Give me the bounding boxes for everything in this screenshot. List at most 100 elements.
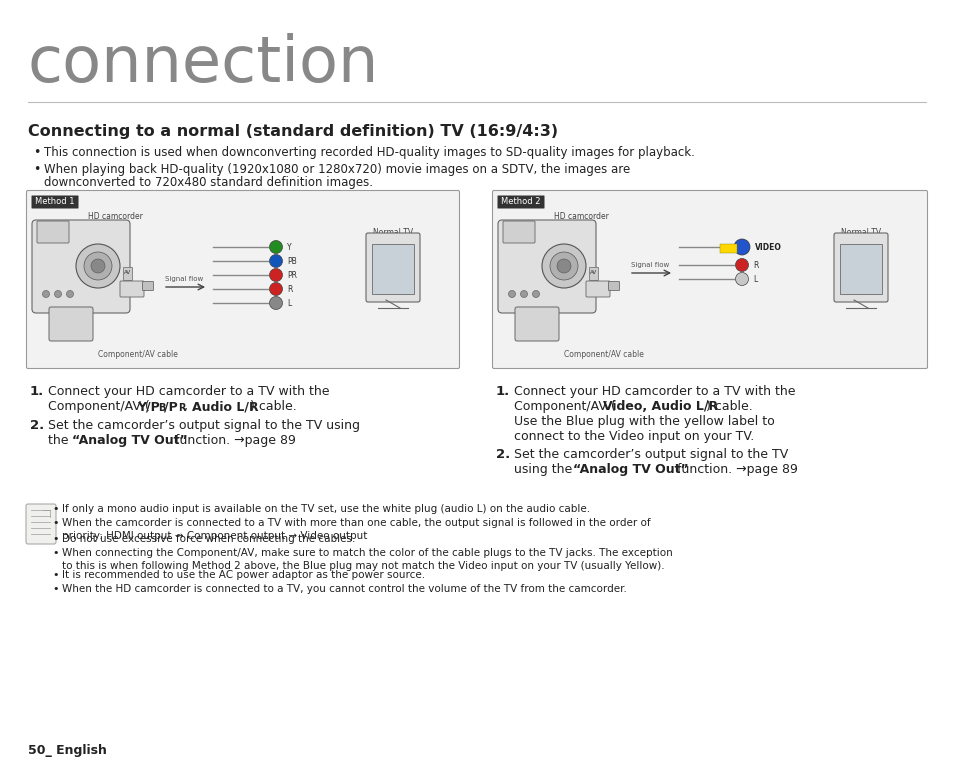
FancyBboxPatch shape xyxy=(515,307,558,341)
Text: R: R xyxy=(287,284,292,293)
FancyBboxPatch shape xyxy=(840,244,882,294)
Text: HD camcorder: HD camcorder xyxy=(554,212,608,221)
Text: priority: HDMI output → Component output → Video output: priority: HDMI output → Component output… xyxy=(62,531,367,541)
Text: Signal flow: Signal flow xyxy=(630,262,669,268)
Circle shape xyxy=(541,244,585,288)
Text: to this is when following Method 2 above, the Blue plug may not match the Video : to this is when following Method 2 above… xyxy=(62,561,664,571)
Text: /P: /P xyxy=(164,400,177,413)
Circle shape xyxy=(532,290,539,297)
Circle shape xyxy=(43,290,50,297)
Text: •: • xyxy=(52,518,58,528)
Text: It is recommended to use the AC power adaptor as the power source.: It is recommended to use the AC power ad… xyxy=(62,570,425,580)
Text: 1.: 1. xyxy=(30,385,44,398)
FancyBboxPatch shape xyxy=(37,221,69,243)
Circle shape xyxy=(557,259,571,273)
Text: •: • xyxy=(52,570,58,580)
FancyBboxPatch shape xyxy=(720,244,737,253)
FancyBboxPatch shape xyxy=(589,267,598,280)
Circle shape xyxy=(508,290,515,297)
Text: 1.: 1. xyxy=(496,385,510,398)
Text: Component/AV (: Component/AV ( xyxy=(48,400,150,413)
Text: Audio L/R: Audio L/R xyxy=(192,400,258,413)
Text: Normal TV: Normal TV xyxy=(373,228,413,237)
FancyBboxPatch shape xyxy=(366,233,419,302)
Text: downconverted to 720x480 standard definition images.: downconverted to 720x480 standard defini… xyxy=(44,176,373,189)
FancyBboxPatch shape xyxy=(372,244,414,294)
Text: PR: PR xyxy=(287,270,296,280)
Text: Connect your HD camcorder to a TV with the: Connect your HD camcorder to a TV with t… xyxy=(48,385,329,398)
Text: AV: AV xyxy=(590,270,597,276)
Text: When the camcorder is connected to a TV with more than one cable, the output sig: When the camcorder is connected to a TV … xyxy=(62,518,650,528)
Circle shape xyxy=(54,290,61,297)
Circle shape xyxy=(91,259,105,273)
Text: L: L xyxy=(752,274,757,283)
Text: Signal flow: Signal flow xyxy=(165,276,203,282)
FancyBboxPatch shape xyxy=(833,233,887,302)
Text: HD camcorder: HD camcorder xyxy=(88,212,143,221)
Circle shape xyxy=(735,258,748,271)
Text: Do not use excessive force when connecting the cables.: Do not use excessive force when connecti… xyxy=(62,534,355,544)
Text: function. →page 89: function. →page 89 xyxy=(672,463,797,476)
Text: Component/AV cable: Component/AV cable xyxy=(563,350,643,359)
Text: R: R xyxy=(178,403,185,413)
FancyBboxPatch shape xyxy=(123,267,132,280)
Text: VIDEO: VIDEO xyxy=(754,243,781,251)
FancyBboxPatch shape xyxy=(32,220,130,313)
Text: 2.: 2. xyxy=(496,448,510,461)
FancyBboxPatch shape xyxy=(608,281,618,290)
Text: “Analog TV Out”: “Analog TV Out” xyxy=(71,434,188,447)
Circle shape xyxy=(269,296,282,309)
Text: Y/P: Y/P xyxy=(137,400,159,413)
Text: Connect your HD camcorder to a TV with the: Connect your HD camcorder to a TV with t… xyxy=(514,385,795,398)
Text: ) cable.: ) cable. xyxy=(705,400,752,413)
Text: AV: AV xyxy=(124,270,132,276)
Text: R: R xyxy=(752,260,758,270)
Text: Y: Y xyxy=(287,243,292,251)
Text: PB: PB xyxy=(287,257,296,266)
Text: •: • xyxy=(52,534,58,544)
Text: Method 2: Method 2 xyxy=(500,198,540,207)
Text: ,: , xyxy=(184,400,192,413)
Text: •: • xyxy=(52,548,58,558)
Text: This connection is used when downconverting recorded HD-quality images to SD-qua: This connection is used when downconvert… xyxy=(44,146,694,159)
Circle shape xyxy=(269,283,282,296)
Text: When the HD camcorder is connected to a TV, you cannot control the volume of the: When the HD camcorder is connected to a … xyxy=(62,584,626,594)
Circle shape xyxy=(550,252,578,280)
Text: 2.: 2. xyxy=(30,419,44,432)
Text: When playing back HD-quality (1920x1080 or 1280x720) movie images on a SDTV, the: When playing back HD-quality (1920x1080 … xyxy=(44,163,630,176)
Text: connect to the Video input on your TV.: connect to the Video input on your TV. xyxy=(514,430,754,443)
Text: 50_ English: 50_ English xyxy=(28,744,107,757)
Text: “Analog TV Out”: “Analog TV Out” xyxy=(573,463,688,476)
FancyBboxPatch shape xyxy=(585,281,609,297)
Text: If only a mono audio input is available on the TV set, use the white plug (audio: If only a mono audio input is available … xyxy=(62,504,590,514)
Circle shape xyxy=(76,244,120,288)
Circle shape xyxy=(269,254,282,267)
Circle shape xyxy=(269,241,282,254)
Text: •: • xyxy=(52,504,58,514)
FancyBboxPatch shape xyxy=(497,195,544,208)
Circle shape xyxy=(733,239,749,255)
Text: connection: connection xyxy=(28,33,379,95)
Circle shape xyxy=(84,252,112,280)
Text: ) cable.: ) cable. xyxy=(250,400,296,413)
Circle shape xyxy=(67,290,73,297)
Text: When connecting the Component/AV, make sure to match the color of the cable plug: When connecting the Component/AV, make s… xyxy=(62,548,672,558)
Text: •: • xyxy=(33,146,40,159)
FancyBboxPatch shape xyxy=(27,191,459,368)
Text: Set the camcorder’s output signal to the TV using: Set the camcorder’s output signal to the… xyxy=(48,419,359,432)
FancyBboxPatch shape xyxy=(502,221,535,243)
FancyBboxPatch shape xyxy=(31,195,78,208)
Text: Set the camcorder’s output signal to the TV: Set the camcorder’s output signal to the… xyxy=(514,448,787,461)
Text: Normal TV: Normal TV xyxy=(840,228,881,237)
Text: Use the Blue plug with the yellow label to: Use the Blue plug with the yellow label … xyxy=(514,415,774,428)
FancyBboxPatch shape xyxy=(492,191,926,368)
Text: the: the xyxy=(48,434,72,447)
Text: Component/AV cable: Component/AV cable xyxy=(98,350,178,359)
Circle shape xyxy=(735,273,748,286)
Text: •: • xyxy=(52,584,58,594)
Text: Component/AV (: Component/AV ( xyxy=(514,400,615,413)
Text: Video, Audio L/R: Video, Audio L/R xyxy=(602,400,718,413)
Text: B: B xyxy=(158,403,165,413)
FancyBboxPatch shape xyxy=(49,307,92,341)
Circle shape xyxy=(269,269,282,281)
